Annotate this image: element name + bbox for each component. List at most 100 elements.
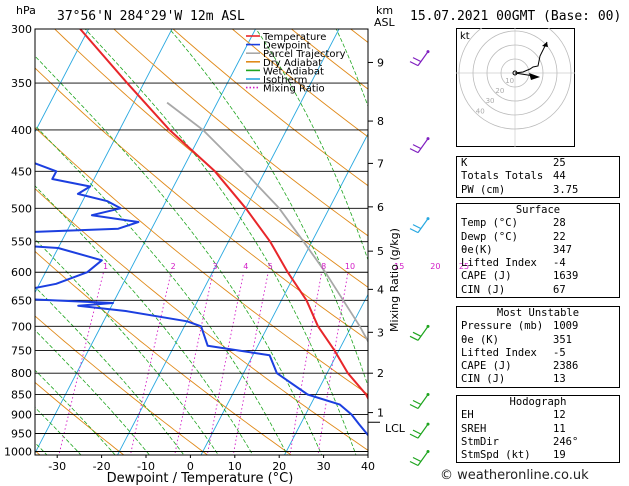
stat-row: PW (cm) 3.75 [457, 184, 620, 198]
stat-row: Temp (°C) 28 [457, 217, 620, 230]
wind-barb [409, 392, 430, 410]
indices-panel: K 25 Totals Totals 44 PW (cm) 3.75 [456, 156, 620, 198]
stat-row: CAPE (J) 1639 [457, 270, 620, 283]
pressure-tick-label: 400 [11, 124, 32, 137]
stat-value: 246° [553, 435, 579, 448]
wet-adiabat-line [35, 286, 185, 455]
dry-adiabat-line [113, 29, 368, 237]
datetime-title: 15.07.2021 00GMT (Base: 00) [410, 9, 621, 24]
dewpoint-line [35, 162, 368, 437]
stat-value: 25 [553, 157, 566, 169]
stat-label: EH [461, 409, 474, 422]
stat-label: CIN (J) [461, 283, 506, 296]
wet-adiabat-line [35, 55, 323, 455]
mixing-ratio-line [407, 272, 433, 468]
stat-row: θe (K) 351 [457, 334, 620, 347]
x-tick-label: -20 [93, 460, 111, 473]
hodograph-table: Hodograph EH 12 SREH 11 StmDir 246° StmSpd (kt… [456, 395, 620, 464]
isotherm-line [200, 132, 368, 455]
stat-label: CAPE (J) [461, 270, 512, 283]
stat-label: StmDir [461, 435, 499, 448]
mixing-ratio-line [317, 272, 349, 455]
credit-link[interactable]: © weatheronline.co.uk [440, 468, 589, 483]
km-tick-label: 7 [377, 157, 384, 170]
isotherm-line [35, 29, 90, 133]
dry-adiabat-line [172, 29, 368, 187]
wet-adiabat-line [255, 29, 368, 261]
asl-unit: ASL [374, 16, 396, 29]
legend-label: Wet Adiabat [263, 66, 324, 77]
stat-value: 19 [553, 449, 566, 462]
pressure-tick-label: 950 [11, 428, 32, 441]
stat-row: Lifted Index -4 [457, 257, 620, 270]
pressure-tick-label: 550 [11, 236, 32, 249]
hodograph-ring [486, 44, 544, 102]
mixing-ratio-line [232, 272, 269, 455]
stat-value: 22 [553, 230, 566, 243]
pressure-tick-label: 300 [11, 23, 32, 36]
stat-row: StmSpd (kt) 19 [457, 449, 620, 463]
wind-barb [409, 422, 430, 439]
stat-row: SREH 11 [457, 423, 620, 436]
indices-table: K 25 Totals Totals 44 PW (cm) 3.75 [456, 156, 620, 198]
pressure-tick-label: 600 [11, 266, 32, 279]
pressure-unit: hPa [16, 4, 36, 17]
wet-adiabat-line [84, 29, 357, 455]
hodograph-unit-label: kt [460, 31, 470, 42]
stat-row: K 25 [457, 157, 620, 171]
x-tick-label: 0 [187, 460, 194, 473]
hodograph-panel: Hodograph EH 12 SREH 11 StmDir 246° StmSpd (kt… [456, 395, 620, 464]
hodograph-ring-label: 40 [476, 107, 485, 115]
wind-barb [409, 324, 430, 341]
surface-title: Surface [515, 204, 561, 216]
wind-barb [409, 137, 430, 154]
mixing-ratio-axis-label: Mixing Ratio (g/kg) [388, 228, 401, 332]
stat-value: 347 [553, 243, 572, 256]
hodograph-trace [512, 41, 548, 80]
stat-row: EH 12 [457, 409, 620, 422]
stat-value: 2386 [553, 360, 579, 373]
mixing-ratio-line [129, 272, 172, 455]
temperature-line [79, 29, 368, 401]
stat-label: SREH [461, 422, 487, 435]
wet-adiabat-line [35, 185, 254, 455]
mixing-ratio-label: 20 [430, 262, 440, 271]
km-unit: km [376, 4, 393, 17]
stat-row: CAPE (J) 2386 [457, 360, 620, 373]
pressure-tick-label: 500 [11, 202, 32, 215]
stat-row: CIN (J) 67 [457, 284, 620, 298]
x-tick-label: -30 [48, 460, 66, 473]
legend-label: Mixing Ratio [263, 84, 325, 95]
stat-label: CAPE (J) [461, 360, 512, 373]
hodograph-title: Hodograph [509, 396, 567, 408]
stat-value: 13 [553, 373, 566, 386]
stat-row: Totals Totals 44 [457, 170, 620, 183]
x-tick-label: 10 [228, 460, 242, 473]
stat-label: Pressure (mb) [461, 320, 544, 333]
dry-adiabat-line [35, 315, 209, 455]
most-unstable-panel: Most Unstable Pressure (mb) 1009 θe (K) 351… [456, 306, 620, 388]
stat-value: 1009 [553, 320, 579, 333]
hodograph-ring-label: 10 [505, 77, 514, 85]
stat-label: StmSpd (kt) [461, 449, 531, 462]
wind-barb [409, 217, 430, 234]
stat-value: 1639 [553, 270, 579, 283]
isotherm-line [116, 29, 340, 455]
mixing-ratio-label: 25 [459, 262, 469, 271]
stat-row: Dewp (°C) 22 [457, 231, 620, 244]
stat-row: StmDir 246° [457, 436, 620, 449]
stat-value: 44 [553, 170, 566, 183]
wet-adiabat-line [35, 406, 82, 455]
stat-value: 3.75 [553, 183, 579, 196]
stat-label: Totals Totals [461, 170, 544, 183]
wind-barb [409, 450, 430, 467]
most-unstable-title: Most Unstable [496, 307, 580, 319]
x-tick-label: 20 [272, 460, 286, 473]
dry-adiabat-line [35, 381, 125, 455]
stat-row: θe(K) 347 [457, 244, 620, 257]
km-tick-label: 9 [377, 56, 384, 69]
wet-adiabat-line [35, 369, 116, 455]
surface-panel: Surface Temp (°C) 28 Dewp (°C) 22 θe(K) 347 Li… [456, 203, 620, 299]
stat-label: K [461, 157, 468, 169]
